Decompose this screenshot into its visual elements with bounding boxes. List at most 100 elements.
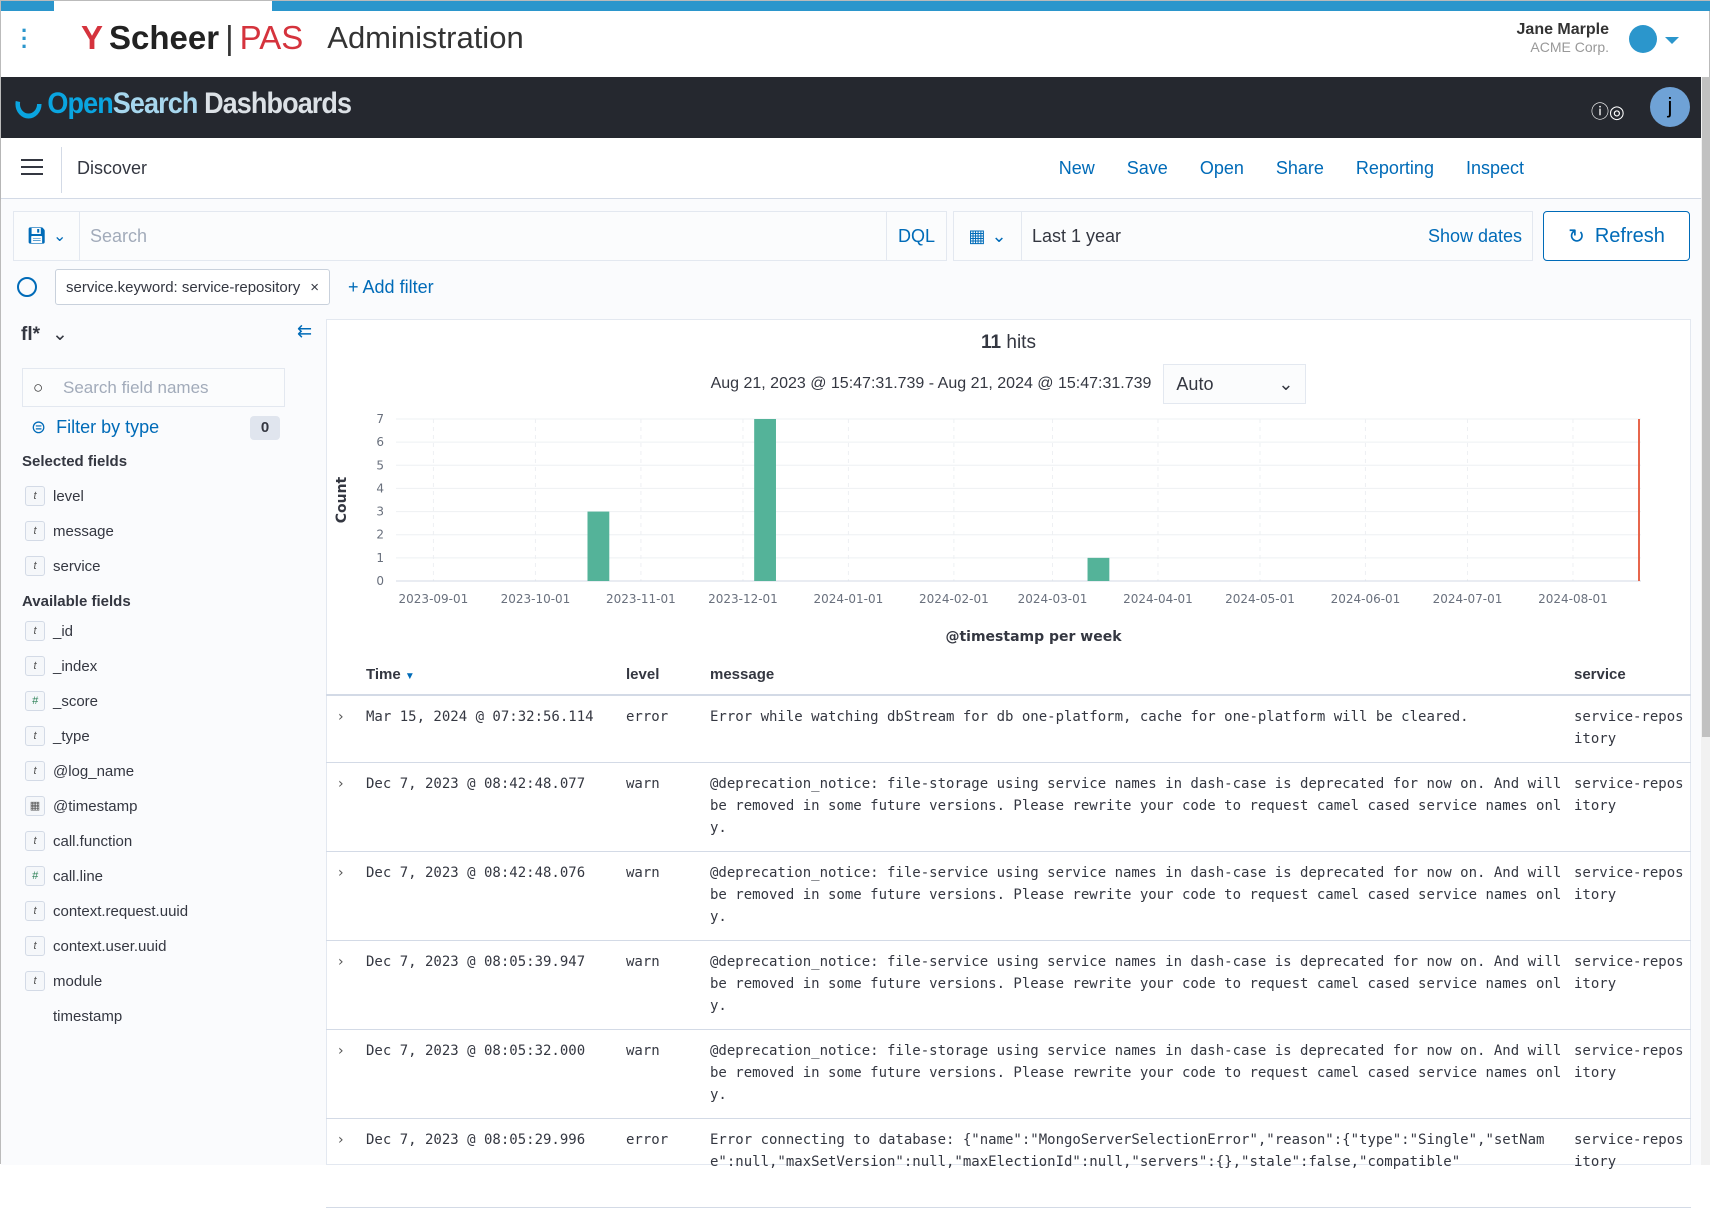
filter-by-type-button[interactable]: ⊜ Filter by type xyxy=(31,417,159,438)
field-name: call.function xyxy=(53,832,133,850)
top-accent-gap xyxy=(54,1,272,11)
field-name: level xyxy=(53,487,84,505)
help-icon[interactable]: ⓘ◎ xyxy=(1591,102,1625,122)
table-row[interactable]: › Mar 15, 2024 @ 07:32:56.114 error Erro… xyxy=(326,696,1691,763)
user-menu-caret-icon[interactable] xyxy=(1665,37,1679,51)
index-pattern: fl* xyxy=(21,323,40,345)
column-time[interactable]: Time ▼ xyxy=(366,666,415,683)
field-name: context.request.uuid xyxy=(53,902,189,920)
filter-pill[interactable]: service.keyword: service-repository × xyxy=(55,269,331,305)
quick-menu-button[interactable]: ▦ ⌄ xyxy=(954,212,1022,260)
cell-service: service-repository xyxy=(1574,1043,1684,1081)
string-type-icon: t xyxy=(25,486,45,506)
x-tick-label: 2024-08-01 xyxy=(1538,592,1608,606)
x-tick-label: 2023-09-01 xyxy=(399,592,469,606)
field-name: _id xyxy=(53,622,74,640)
y-tick-label: 2 xyxy=(376,528,384,542)
available-field[interactable]: t @log_name xyxy=(25,761,134,781)
available-field[interactable]: t _type xyxy=(25,726,90,746)
scheer-logo-mark-icon: Y xyxy=(81,19,104,56)
hits-count: 11 hits xyxy=(326,332,1691,354)
x-tick-label: 2023-10-01 xyxy=(501,592,571,606)
saved-queries-button[interactable]: 💾︎ ⌄ xyxy=(14,212,80,260)
string-type-icon: t xyxy=(25,971,45,991)
x-tick-label: 2024-06-01 xyxy=(1331,592,1401,606)
x-axis-title: @timestamp per week xyxy=(945,629,1122,645)
share-button[interactable]: Share xyxy=(1275,158,1324,178)
expand-row-icon[interactable]: › xyxy=(338,954,344,970)
filter-options-icon[interactable] xyxy=(17,277,37,297)
interval-value: Auto xyxy=(1176,373,1214,394)
field-name: message xyxy=(53,522,114,540)
date-range-row: Aug 21, 2023 @ 15:47:31.739 - Aug 21, 20… xyxy=(326,364,1691,404)
interval-select[interactable]: Auto ⌄ xyxy=(1163,364,1307,404)
collapse-sidebar-icon[interactable]: ⇇ xyxy=(297,321,313,341)
expand-row-icon[interactable]: › xyxy=(338,865,344,881)
expand-row-icon[interactable]: › xyxy=(338,1043,344,1059)
available-field[interactable]: # call.line xyxy=(25,866,103,886)
field-name: context.user.uuid xyxy=(53,937,167,955)
column-message[interactable]: message xyxy=(710,666,775,683)
scrollbar-thumb[interactable] xyxy=(1702,77,1710,737)
results-panel xyxy=(326,319,1691,1165)
available-field[interactable]: timestamp xyxy=(25,1006,122,1026)
save-button[interactable]: Save xyxy=(1126,158,1168,178)
string-type-icon: t xyxy=(25,556,45,576)
table-row[interactable]: › Dec 7, 2023 @ 08:05:39.947 warn @depre… xyxy=(326,941,1691,1030)
x-tick-label: 2023-11-01 xyxy=(606,592,676,606)
available-field[interactable]: t context.user.uuid xyxy=(25,936,166,956)
inspect-button[interactable]: Inspect xyxy=(1465,158,1524,178)
scheer-logo[interactable]: Y Scheer | PAS Administration xyxy=(81,19,524,57)
hamburger-menu-icon[interactable] xyxy=(21,159,43,180)
x-tick-label: 2024-04-01 xyxy=(1123,592,1193,606)
available-field[interactable]: t _index xyxy=(25,656,97,676)
table-row[interactable]: › Dec 7, 2023 @ 08:42:48.077 warn @depre… xyxy=(326,763,1691,852)
more-menu-icon[interactable]: · · · xyxy=(21,18,29,59)
available-field[interactable]: t call.function xyxy=(25,831,132,851)
column-service[interactable]: service xyxy=(1574,666,1626,683)
cell-time: Mar 15, 2024 @ 07:32:56.114 xyxy=(366,709,594,725)
hits-label: hits xyxy=(1006,332,1036,353)
expand-row-icon[interactable]: › xyxy=(338,709,344,725)
available-field[interactable]: t context.request.uuid xyxy=(25,901,188,921)
user-avatar[interactable]: j xyxy=(1650,87,1690,127)
chevron-down-icon: ⌄ xyxy=(1278,373,1294,394)
available-field[interactable]: t module xyxy=(25,971,102,991)
table-row[interactable]: › Dec 7, 2023 @ 08:05:32.000 warn @depre… xyxy=(326,1030,1691,1119)
opensearch-logo[interactable]: OpenSearch Dashboards xyxy=(15,87,352,121)
selected-field[interactable]: t level xyxy=(25,486,84,506)
cell-level: error xyxy=(626,1132,669,1148)
user-avatar-icon[interactable] xyxy=(1629,25,1657,53)
show-dates-button[interactable]: Show dates xyxy=(1427,225,1522,246)
sort-desc-icon[interactable]: ▼ xyxy=(404,671,415,682)
add-filter-button[interactable]: + Add filter xyxy=(348,276,434,297)
time-range[interactable]: Last 1 year xyxy=(1032,225,1122,246)
table-row[interactable]: › Dec 7, 2023 @ 08:42:48.076 warn @depre… xyxy=(326,852,1691,941)
user-name: Jane Marple xyxy=(1516,21,1609,38)
search-field-names-input[interactable]: ○ Search field names xyxy=(22,368,285,407)
expand-row-icon[interactable]: › xyxy=(338,776,344,792)
new-button[interactable]: New xyxy=(1058,158,1095,178)
available-field[interactable]: # _score xyxy=(25,691,98,711)
expand-row-icon[interactable]: › xyxy=(338,1132,344,1148)
cell-service: service-repository xyxy=(1574,865,1684,903)
y-axis-title: Count xyxy=(334,476,350,523)
available-field[interactable]: t _id xyxy=(25,621,73,641)
search-input[interactable]: Search xyxy=(90,225,148,246)
selected-field[interactable]: t service xyxy=(25,556,101,576)
index-pattern-selector[interactable]: fl* ⌄ xyxy=(21,323,321,346)
refresh-icon: ↻ xyxy=(1568,225,1585,248)
filter-icon: ⊜ xyxy=(31,417,47,437)
table-header: Time ▼ level message service xyxy=(326,661,1691,696)
available-field[interactable]: ▦ @timestamp xyxy=(25,796,137,816)
query-language-button[interactable]: DQL xyxy=(886,212,946,260)
open-button[interactable]: Open xyxy=(1199,158,1244,178)
cell-time: Dec 7, 2023 @ 08:05:32.000 xyxy=(366,1043,586,1059)
user-info[interactable]: Jane Marple ACME Corp. xyxy=(1517,21,1609,55)
refresh-button[interactable]: ↻ Refresh xyxy=(1543,211,1690,261)
field-name: _type xyxy=(53,727,90,745)
reporting-button[interactable]: Reporting xyxy=(1355,158,1434,178)
selected-field[interactable]: t message xyxy=(25,521,114,541)
close-icon[interactable]: × xyxy=(310,278,320,296)
column-level[interactable]: level xyxy=(626,666,660,683)
